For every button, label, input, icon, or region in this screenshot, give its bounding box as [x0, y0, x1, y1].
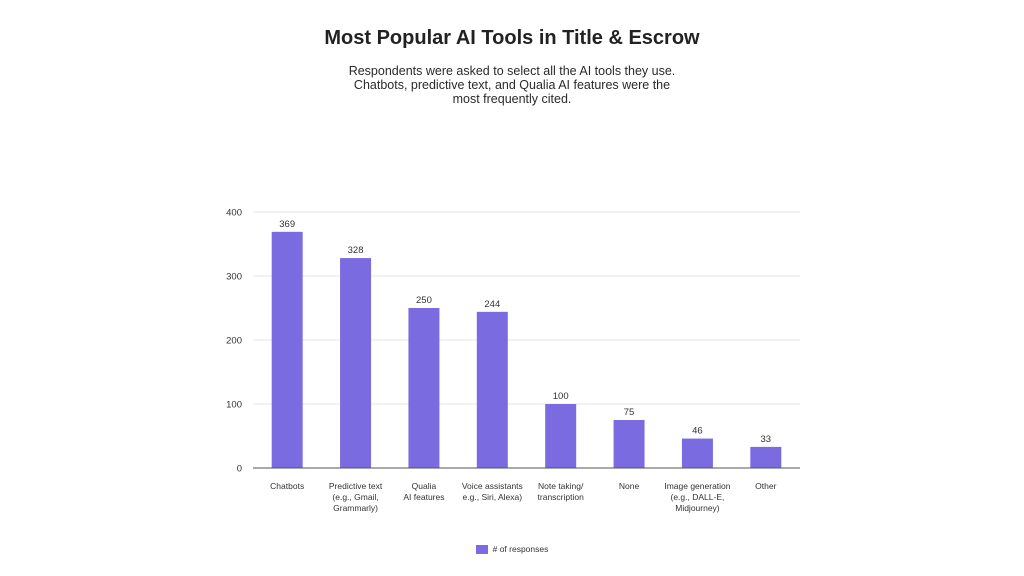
x-tick-label-line: Voice assistants	[462, 481, 523, 491]
bar	[271, 231, 303, 468]
data-label: 244	[484, 299, 500, 310]
x-tick-label-line: (e.g., Gmail,	[332, 492, 378, 502]
legend-label: # of responses	[492, 544, 549, 554]
x-tick-label-line: AI features	[403, 492, 444, 502]
bar	[613, 420, 645, 468]
bar	[681, 438, 713, 468]
x-tick-label-line: e.g., Siri, Alexa)	[463, 492, 523, 502]
subtitle-line: most frequently cited.	[452, 92, 572, 106]
y-tick-label: 400	[226, 208, 242, 219]
data-label: 46	[692, 426, 703, 437]
x-tick-label-line: Other	[755, 481, 776, 491]
x-tick-label: Image generation (e.g., DALL-E, Midjourney…	[664, 481, 730, 513]
x-tick-label: Voice assistants e.g., Siri, Alexa)	[462, 481, 523, 502]
data-label: 369	[279, 219, 295, 230]
x-tick-label-line: Qualia	[412, 481, 437, 491]
data-label: 250	[416, 295, 432, 306]
y-tick-label: 200	[226, 336, 242, 347]
bar	[476, 311, 508, 468]
x-tick-label-line: Image generation	[664, 481, 730, 491]
x-tick-label-line: Chatbots	[270, 481, 304, 491]
bar	[545, 404, 577, 468]
data-label: 328	[348, 245, 364, 256]
x-tick-label: Other	[755, 481, 776, 491]
data-label: 75	[624, 407, 635, 418]
subtitle-line: Respondents were asked to select all the…	[348, 64, 676, 78]
subtitle-line: Chatbots, predictive text, and Qualia AI…	[353, 78, 671, 92]
x-tick-label-line: transcription	[538, 492, 585, 502]
y-tick-label: 100	[226, 400, 242, 411]
bar	[340, 258, 372, 468]
x-tick-label-line: Note taking/	[538, 481, 584, 491]
legend-swatch	[475, 544, 488, 554]
x-tick-label-line: Grammarly)	[333, 503, 378, 513]
y-tick-label: 0	[237, 464, 242, 475]
chart-legend: # of responses	[0, 544, 1024, 554]
chart-title: Most Popular AI Tools in Title & Escrow	[324, 27, 700, 49]
x-tick-label-line: (e.g., DALL-E,	[671, 492, 725, 502]
x-tick-label: None	[619, 481, 640, 491]
y-tick-label: 300	[226, 272, 242, 283]
x-tick-label-line: Midjourney)	[675, 503, 720, 513]
data-label: 33	[761, 434, 772, 445]
x-tick-label: Predictive text (e.g., Gmail, Grammarly)	[329, 481, 383, 513]
x-tick-label: Qualia AI features	[403, 481, 444, 502]
x-tick-label-line: None	[619, 481, 640, 491]
x-tick-label: Note taking/transcription	[538, 481, 585, 502]
data-label: 100	[553, 391, 569, 402]
chart-subtitle: Respondents were asked to select all the…	[312, 64, 712, 106]
x-tick-label-line: Predictive text	[329, 481, 383, 491]
bar	[408, 308, 440, 468]
bar	[750, 446, 782, 468]
x-tick-label: Chatbots	[270, 481, 304, 491]
